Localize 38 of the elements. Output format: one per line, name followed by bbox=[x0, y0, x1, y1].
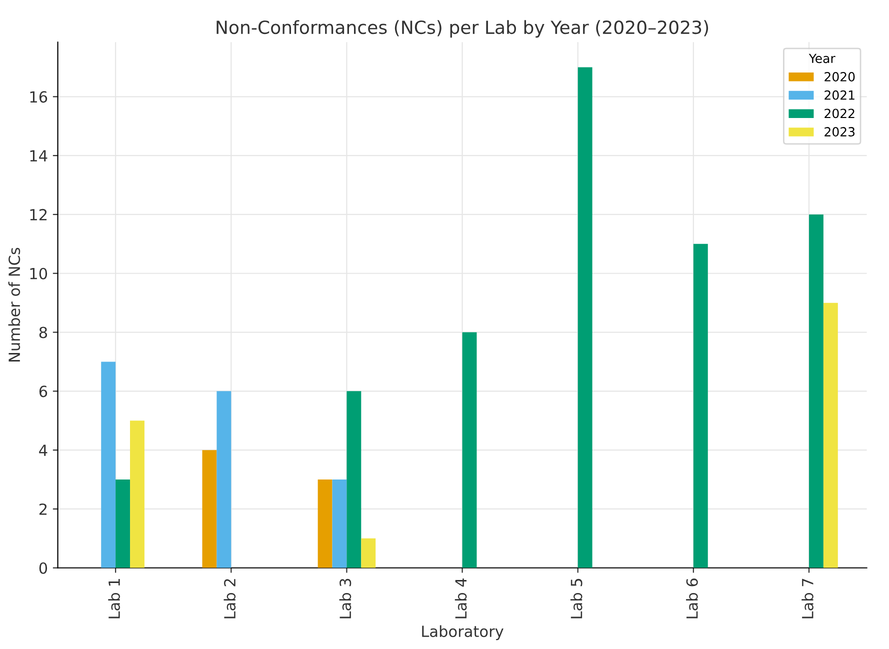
y-tick-label: 2 bbox=[39, 503, 47, 515]
bar bbox=[318, 480, 332, 568]
bar bbox=[823, 302, 838, 568]
x-tick-label: Lab 1 bbox=[108, 579, 120, 618]
bar bbox=[216, 391, 232, 568]
x-tick-label: Lab 2 bbox=[224, 579, 236, 618]
bar bbox=[693, 244, 708, 568]
bar bbox=[462, 332, 477, 568]
bar bbox=[361, 538, 376, 568]
bar bbox=[332, 480, 347, 568]
bar bbox=[202, 450, 217, 568]
y-tick-label: 12 bbox=[30, 208, 47, 220]
bar bbox=[116, 480, 130, 568]
y-tick-label: 16 bbox=[30, 91, 48, 103]
bar bbox=[130, 420, 144, 568]
y-axis-title: Number of NCs bbox=[8, 248, 20, 362]
y-tick-label: 4 bbox=[39, 444, 48, 456]
bar bbox=[346, 391, 362, 568]
y-tick-label: 0 bbox=[39, 562, 48, 574]
x-tick-label: Lab 7 bbox=[802, 578, 814, 618]
x-tick-label: Lab 5 bbox=[570, 578, 582, 618]
y-tick-label: 14 bbox=[30, 150, 48, 162]
bar bbox=[101, 362, 116, 568]
x-axis-title: Laboratory bbox=[422, 625, 504, 640]
legend-label: 2021 bbox=[824, 90, 854, 100]
x-tick-label: Lab 3 bbox=[339, 578, 352, 618]
legend-label: 2020 bbox=[824, 72, 855, 82]
x-tick-label: Lab 4 bbox=[454, 578, 467, 618]
bar bbox=[808, 214, 824, 568]
y-tick-label: 8 bbox=[39, 326, 48, 338]
legend-label: 2023 bbox=[824, 127, 855, 136]
chart-title: Non-Conformances (NCs) per Lab by Year (2020–2023) bbox=[216, 20, 708, 38]
y-tick-label: 10 bbox=[30, 268, 48, 280]
legend-title: Year bbox=[808, 54, 836, 64]
y-tick-label: 6 bbox=[39, 386, 48, 398]
legend-label: 2022 bbox=[824, 108, 854, 118]
x-tick-label: Lab 6 bbox=[686, 578, 698, 618]
bar bbox=[578, 67, 592, 568]
